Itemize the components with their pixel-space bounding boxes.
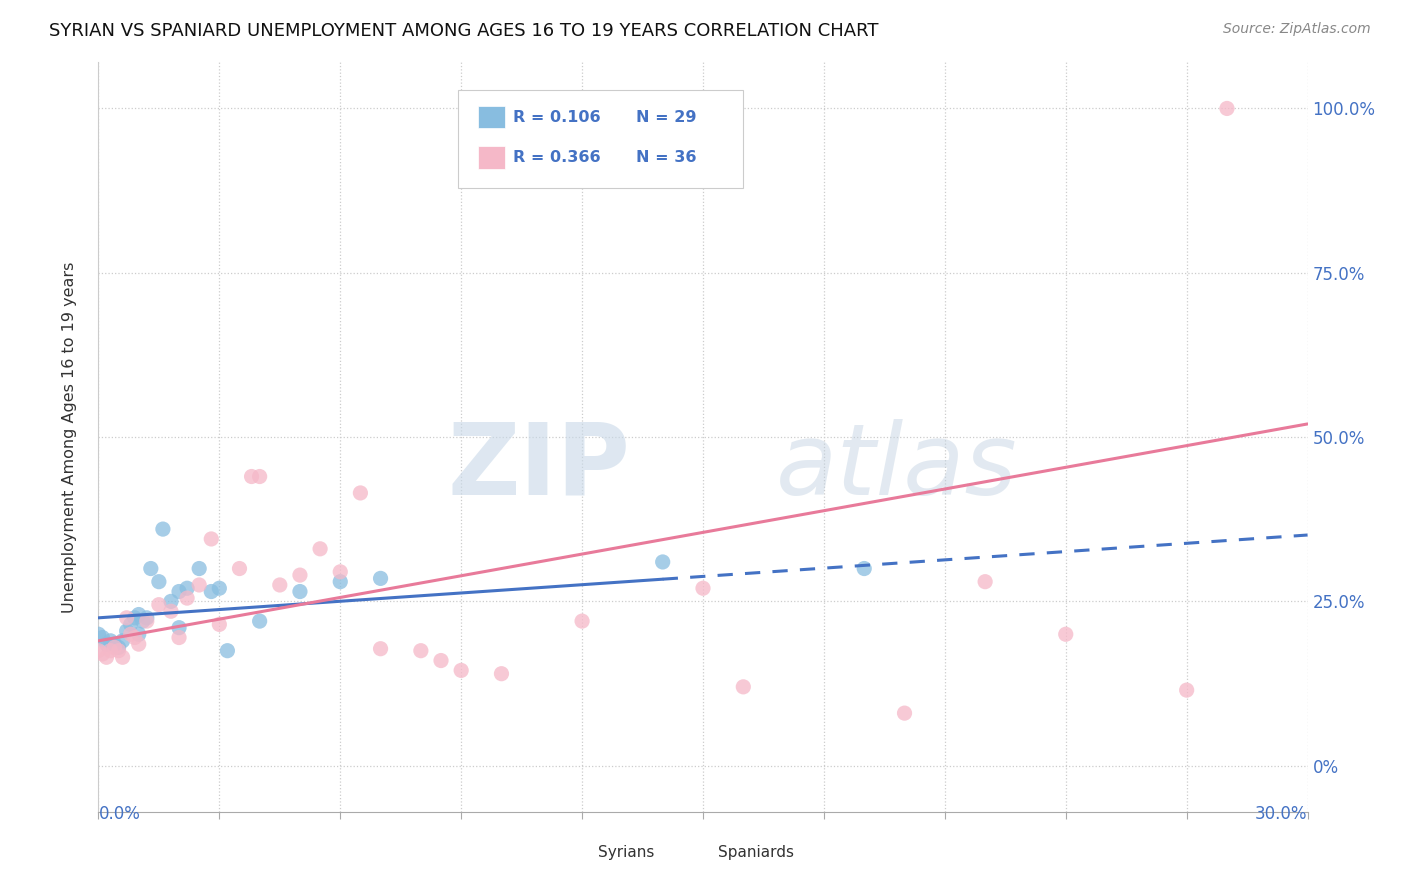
- Point: [111, 633, 134, 648]
- Point: [188, 578, 211, 592]
- Point: [115, 611, 138, 625]
- Point: [228, 561, 250, 575]
- Point: [240, 469, 263, 483]
- Text: atlas: atlas: [776, 418, 1017, 516]
- Point: [571, 614, 593, 628]
- Point: [370, 571, 392, 585]
- Point: [87, 643, 110, 657]
- Point: [1175, 683, 1198, 698]
- Point: [370, 641, 392, 656]
- Point: [329, 565, 352, 579]
- Y-axis label: Unemployment Among Ages 16 to 19 years: Unemployment Among Ages 16 to 19 years: [62, 261, 77, 613]
- Point: [974, 574, 997, 589]
- Point: [269, 578, 291, 592]
- Point: [87, 627, 110, 641]
- Point: [309, 541, 332, 556]
- Point: [152, 522, 174, 536]
- FancyBboxPatch shape: [564, 843, 591, 862]
- Point: [733, 680, 755, 694]
- Point: [132, 614, 155, 628]
- Point: [135, 611, 157, 625]
- Point: [100, 643, 122, 657]
- Point: [160, 594, 183, 608]
- Point: [120, 627, 142, 641]
- Point: [288, 568, 311, 582]
- Point: [208, 617, 231, 632]
- Point: [200, 584, 222, 599]
- Point: [128, 637, 150, 651]
- Point: [115, 624, 138, 638]
- Point: [139, 561, 162, 575]
- Point: [692, 581, 714, 595]
- Point: [208, 581, 231, 595]
- FancyBboxPatch shape: [478, 146, 505, 169]
- FancyBboxPatch shape: [683, 843, 710, 862]
- Text: R = 0.106: R = 0.106: [513, 110, 600, 125]
- Point: [167, 584, 190, 599]
- Point: [167, 631, 190, 645]
- Point: [651, 555, 673, 569]
- Text: Source: ZipAtlas.com: Source: ZipAtlas.com: [1223, 22, 1371, 37]
- Point: [853, 561, 876, 575]
- Text: 30.0%: 30.0%: [1256, 805, 1308, 822]
- Point: [124, 631, 146, 645]
- Point: [120, 617, 142, 632]
- Point: [148, 574, 170, 589]
- Point: [176, 581, 198, 595]
- Point: [135, 614, 157, 628]
- Point: [128, 627, 150, 641]
- Point: [217, 643, 239, 657]
- Point: [91, 647, 114, 661]
- Point: [96, 637, 118, 651]
- Point: [249, 469, 271, 483]
- Point: [450, 664, 472, 678]
- Point: [1054, 627, 1077, 641]
- Point: [249, 614, 271, 628]
- Point: [103, 637, 125, 651]
- Point: [128, 607, 150, 622]
- Point: [167, 621, 190, 635]
- Point: [91, 631, 114, 645]
- Point: [893, 706, 915, 720]
- Point: [103, 640, 125, 655]
- Point: [188, 561, 211, 575]
- Point: [96, 650, 118, 665]
- Point: [430, 654, 453, 668]
- Point: [107, 640, 129, 655]
- Point: [107, 643, 129, 657]
- Point: [100, 633, 122, 648]
- Text: ZIP: ZIP: [447, 418, 630, 516]
- Text: N = 29: N = 29: [637, 110, 697, 125]
- FancyBboxPatch shape: [478, 106, 505, 128]
- FancyBboxPatch shape: [457, 90, 742, 188]
- Text: Syrians: Syrians: [598, 846, 654, 861]
- Point: [124, 611, 146, 625]
- Text: SYRIAN VS SPANIARD UNEMPLOYMENT AMONG AGES 16 TO 19 YEARS CORRELATION CHART: SYRIAN VS SPANIARD UNEMPLOYMENT AMONG AG…: [49, 22, 879, 40]
- Text: 0.0%: 0.0%: [98, 805, 141, 822]
- Point: [111, 650, 134, 665]
- Text: Spaniards: Spaniards: [717, 846, 793, 861]
- Point: [409, 643, 432, 657]
- Point: [1216, 102, 1239, 116]
- Text: N = 36: N = 36: [637, 150, 697, 165]
- Point: [160, 604, 183, 618]
- Point: [491, 666, 513, 681]
- Point: [200, 532, 222, 546]
- Point: [329, 574, 352, 589]
- Point: [349, 486, 371, 500]
- Point: [148, 598, 170, 612]
- Text: R = 0.366: R = 0.366: [513, 150, 600, 165]
- Point: [288, 584, 311, 599]
- Point: [176, 591, 198, 606]
